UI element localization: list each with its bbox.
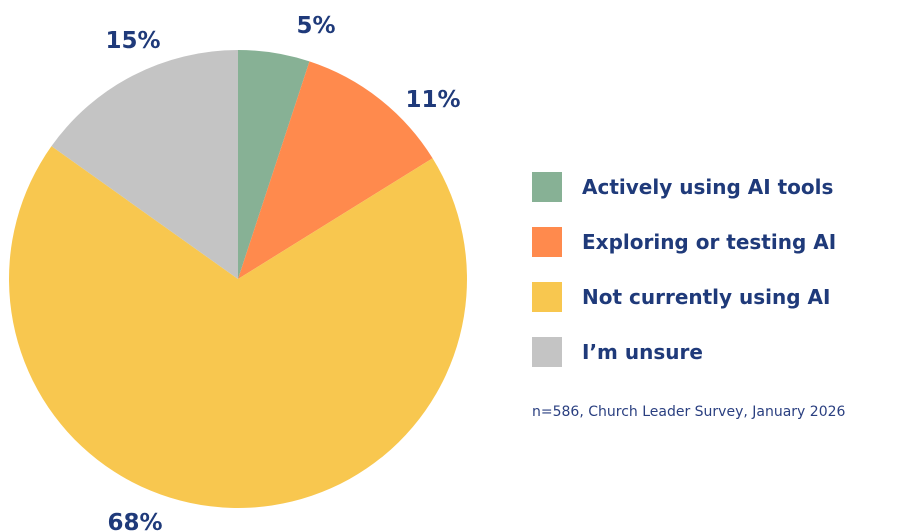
legend-swatch-not-using	[532, 282, 562, 312]
legend-item-not-using: Not currently using AI	[532, 282, 836, 312]
data-label-actively-using: 5%	[296, 13, 335, 39]
pie-slices	[9, 50, 468, 509]
legend-swatch-unsure	[532, 337, 562, 367]
legend-label-unsure: I’m unsure	[582, 340, 703, 364]
legend-swatch-actively-using	[532, 172, 562, 202]
legend-item-unsure: I’m unsure	[532, 337, 836, 367]
data-label-not-using: 68%	[107, 510, 162, 531]
legend-item-actively-using: Actively using AI tools	[532, 172, 836, 202]
legend-label-exploring: Exploring or testing AI	[582, 230, 837, 254]
legend-item-exploring: Exploring or testing AI	[532, 227, 836, 257]
pie-slice-actively-using	[238, 50, 310, 279]
legend-swatch-exploring	[532, 227, 562, 257]
data-label-unsure: 15%	[105, 28, 160, 54]
pie-slice-unsure	[51, 50, 239, 279]
pie-slice-not-using	[9, 146, 468, 509]
data-label-exploring: 11%	[405, 87, 460, 113]
legend-label-actively-using: Actively using AI tools	[582, 175, 834, 199]
pie-labels: 5% 11% 68% 15%	[105, 13, 460, 531]
pie-slice-exploring	[238, 61, 433, 280]
survey-footnote: n=586, Church Leader Survey, January 202…	[532, 404, 846, 420]
legend-label-not-using: Not currently using AI	[582, 285, 831, 309]
legend: Actively using AI tools Exploring or tes…	[532, 172, 836, 392]
